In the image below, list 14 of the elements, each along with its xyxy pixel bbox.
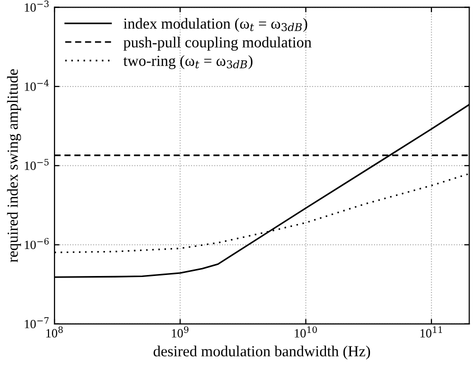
y-tick-label: 10$^{−6}$: [24, 238, 49, 250]
legend-label: push-pull coupling modulation: [124, 36, 312, 51]
y-tick-label: 10$^{−7}$: [24, 317, 49, 328]
y-tick-label: 10$^{−3}$: [24, 0, 49, 12]
legend-label: index modulation (ω$_{t}$ = ω$_{3dB}$): [124, 18, 308, 32]
y-tick-label: 10$^{−4}$: [24, 80, 49, 91]
legend-label: two-ring (ω$_{t}$ = ω$_{3dB}$): [123, 55, 252, 70]
x-tick-label: 10$^{9}$: [172, 326, 188, 338]
x-tick-label: 10$^{10}$: [294, 326, 317, 338]
y-tick-label: 10$^{−5}$: [24, 158, 49, 170]
y-axis-title: required index swing amplitude: [7, 69, 21, 262]
x-tick-label: 10$^{11}$: [420, 326, 442, 338]
x-tick-label: 10$^{8}$: [46, 326, 63, 338]
x-axis-title: desired modulation bandwidth (Hz): [154, 346, 370, 360]
